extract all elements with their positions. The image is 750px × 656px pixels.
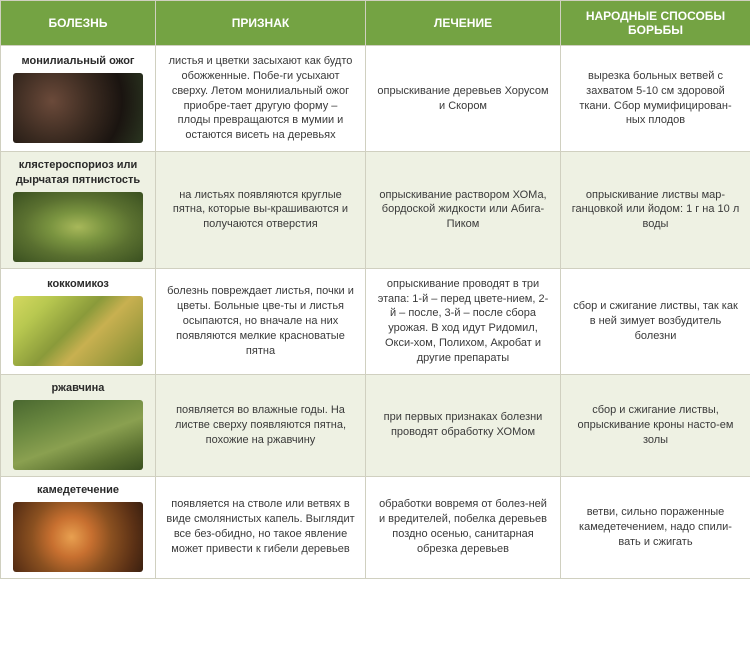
disease-thumbnail [13,502,143,572]
table-row: монилиальный ожог листья и цветки засыхаю… [1,46,750,152]
disease-cell: коккомикоз [1,268,156,374]
table-row: клястероспориоз или дырчатая пятнистость… [1,152,750,269]
folk-cell: опрыскивание листвы мар-ганцовкой или йо… [561,152,750,269]
disease-thumbnail [13,296,143,366]
sign-cell: листья и цветки засыхают как будто обожж… [156,46,366,152]
disease-name: камедетечение [7,483,149,498]
disease-name: коккомикоз [7,277,149,292]
treatment-cell: опрыскивание деревьев Хорусом и Скором [366,46,561,152]
disease-name: ржавчина [7,381,149,396]
disease-thumbnail [13,400,143,470]
table-row: камедетечение появляется на стволе или ве… [1,476,750,578]
treatment-cell: опрыскивание раствором ХОМа, бордоской ж… [366,152,561,269]
folk-cell: сбор и сжигание листвы, опрыскивание кро… [561,374,750,476]
disease-cell: клястероспориоз или дырчатая пятнистость [1,152,156,269]
folk-cell: сбор и сжигание листвы, так как в ней зи… [561,268,750,374]
table-row: ржавчина появляется во влажные годы. На л… [1,374,750,476]
sign-cell: на листьях появляются круглые пятна, кот… [156,152,366,269]
disease-cell: монилиальный ожог [1,46,156,152]
disease-name: клястероспориоз или дырчатая пятнистость [7,158,149,188]
header-treatment: ЛЕЧЕНИЕ [366,1,561,46]
sign-cell: появляется во влажные годы. На листве св… [156,374,366,476]
treatment-cell: опрыскивание проводят в три этапа: 1-й –… [366,268,561,374]
disease-cell: ржавчина [1,374,156,476]
treatment-cell: обработки вовремя от болез-ней и вредите… [366,476,561,578]
header-disease: БОЛЕЗНЬ [1,1,156,46]
disease-name: монилиальный ожог [7,54,149,69]
treatment-cell: при первых признаках болезни проводят об… [366,374,561,476]
disease-cell: камедетечение [1,476,156,578]
folk-cell: вырезка больных ветвей с захватом 5-10 с… [561,46,750,152]
header-folk: НАРОДНЫЕ СПОСОБЫ БОРЬБЫ [561,1,750,46]
disease-thumbnail [13,192,143,262]
disease-thumbnail [13,73,143,143]
header-row: БОЛЕЗНЬ ПРИЗНАК ЛЕЧЕНИЕ НАРОДНЫЕ СПОСОБЫ… [1,1,750,46]
folk-cell: ветви, сильно пораженные камедетечением,… [561,476,750,578]
sign-cell: болезнь повреждает листья, почки и цветы… [156,268,366,374]
disease-table: БОЛЕЗНЬ ПРИЗНАК ЛЕЧЕНИЕ НАРОДНЫЕ СПОСОБЫ… [0,0,750,579]
table-row: коккомикоз болезнь повреждает листья, поч… [1,268,750,374]
header-sign: ПРИЗНАК [156,1,366,46]
sign-cell: появляется на стволе или ветвях в виде с… [156,476,366,578]
